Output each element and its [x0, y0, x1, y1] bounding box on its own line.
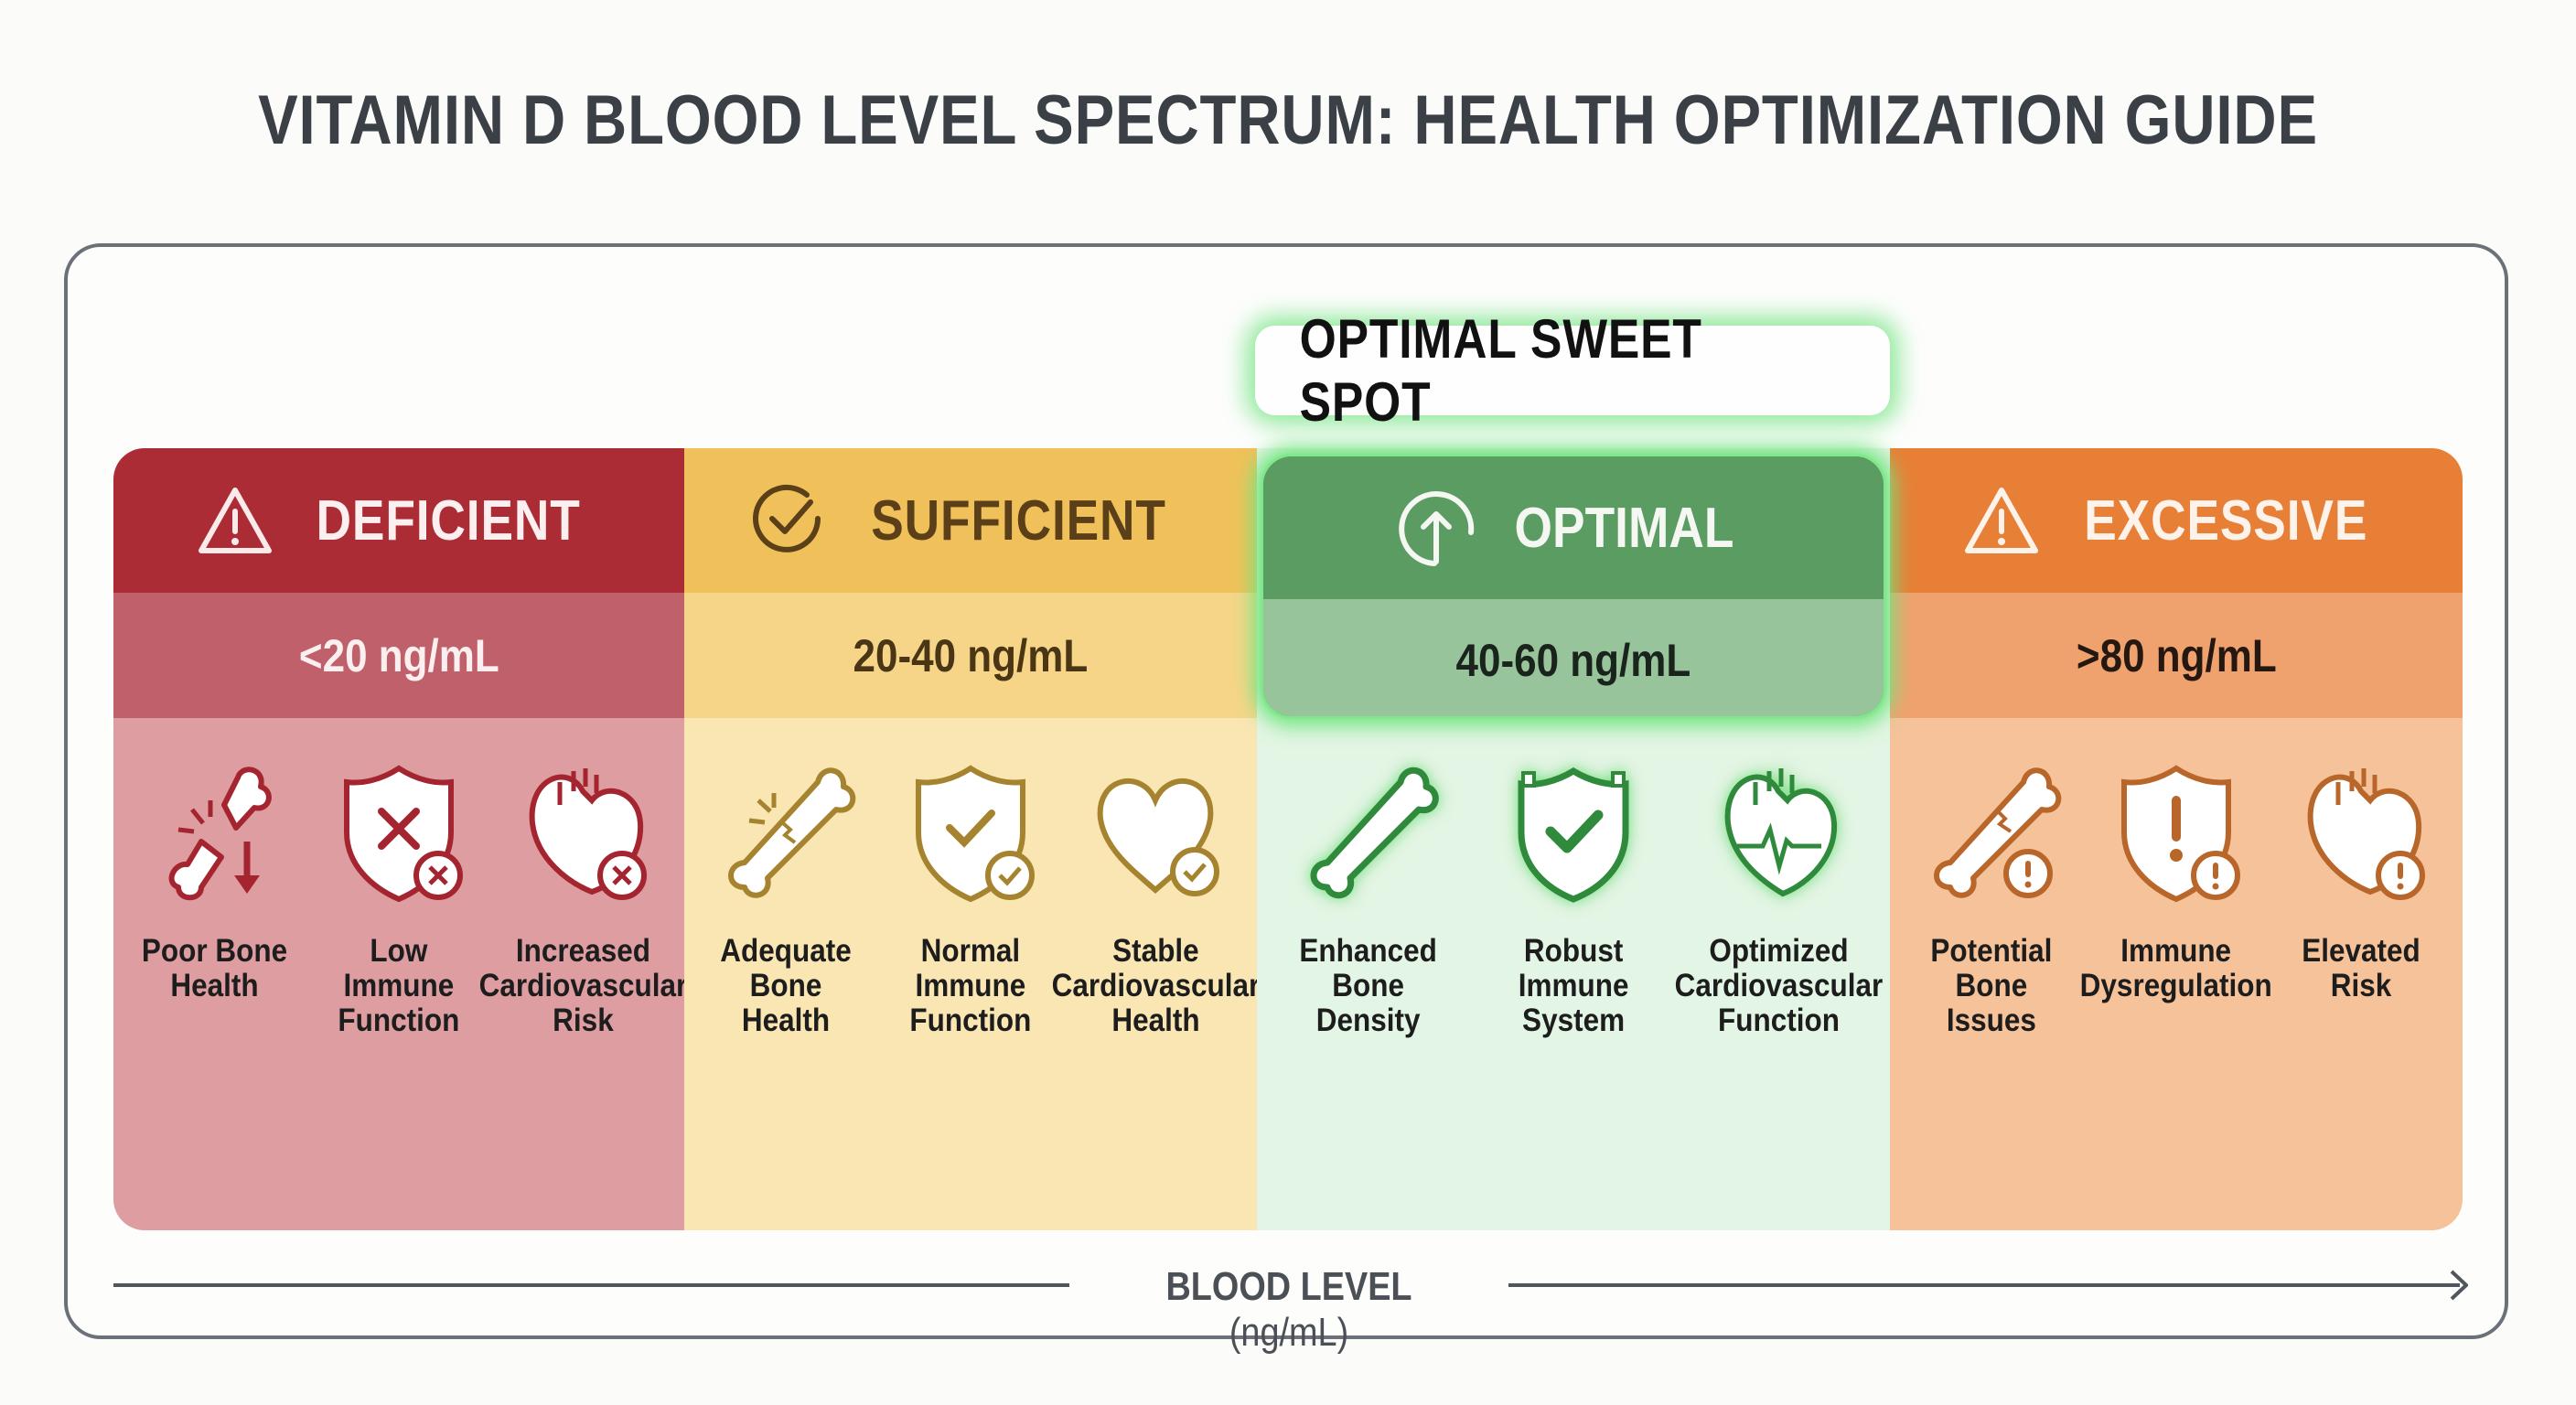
effect-item: Immune Dysregulation	[2080, 755, 2272, 1230]
effect-item: Enhanced Bone Density	[1267, 755, 1470, 1230]
arrow-right-icon	[2450, 1270, 2468, 1301]
effect-label: Enhanced Bone Density	[1299, 933, 1438, 1038]
effect-label: Increased Cardiovascular Risk	[478, 933, 688, 1038]
effect-item: Increased Cardiovascular Risk	[479, 755, 687, 1230]
strong-bone-icon	[1310, 767, 1439, 899]
heart-check-icon	[1097, 778, 1219, 896]
shield-x-icon	[343, 765, 463, 903]
heart-alert-icon	[2307, 768, 2425, 900]
optimal-highlight-box: OPTIMAL 40-60 ng/mL	[1261, 454, 1886, 719]
fortified-shield-check-icon	[1518, 767, 1629, 903]
range-value: 20-40 ng/mL	[853, 629, 1089, 681]
cracked-bone-icon	[728, 767, 856, 898]
effect-label: Optimized Cardiovascular Function	[1674, 933, 1883, 1038]
sweet-spot-label: OPTIMAL SWEET SPOT	[1299, 308, 1702, 433]
axis-label: BLOOD LEVEL (ng/mL)	[1112, 1264, 1466, 1356]
optimal-sweet-spot-badge: OPTIMAL SWEET SPOT	[1255, 308, 1890, 433]
range-value: <20 ng/mL	[298, 629, 499, 681]
heart-pulse-icon	[1724, 768, 1838, 897]
effect-label: Stable Cardiovascular Health	[1051, 933, 1260, 1038]
effect-label: Low Immune Function	[338, 933, 460, 1038]
header-optimal: OPTIMAL	[1263, 456, 1884, 599]
category-label: OPTIMAL	[1514, 496, 1733, 560]
up-arrow-circle-icon	[1398, 491, 1474, 566]
warning-triangle-icon	[198, 488, 272, 553]
axis-label-unit: (ng/mL)	[1229, 1310, 1349, 1355]
effect-label: Potential Bone Issues	[1930, 933, 2053, 1038]
effect-label: Poor Bone Health	[142, 933, 288, 1003]
effect-item: Low Immune Function	[307, 755, 489, 1230]
effect-item: Stable Cardiovascular Health	[1051, 755, 1260, 1230]
range-value: 40-60 ng/mL	[1455, 635, 1691, 686]
check-circle-icon	[753, 484, 821, 552]
effect-item: Elevated Risk	[2270, 755, 2453, 1230]
header-deficient: DEFICIENT	[113, 448, 684, 593]
category-label: SUFFICIENT	[871, 488, 1167, 552]
blood-level-axis: BLOOD LEVEL (ng/mL)	[113, 1264, 2468, 1355]
effect-label: Robust Immune System	[1518, 933, 1629, 1038]
effect-item: Potential Bone Issues	[1900, 755, 2083, 1230]
header-sufficient: SUFFICIENT	[684, 448, 1257, 593]
effect-item: Adequate Bone Health	[694, 755, 877, 1230]
header-excessive: EXCESSIVE	[1890, 448, 2463, 593]
axis-line-right	[1508, 1283, 2460, 1287]
shield-check-icon	[916, 765, 1035, 903]
effect-item: Normal Immune Function	[879, 755, 1062, 1230]
effect-label: Adequate Bone Health	[720, 933, 852, 1038]
page-title: VITAMIN D BLOOD LEVEL SPECTRUM: HEALTH O…	[258, 81, 2318, 159]
category-label: EXCESSIVE	[2083, 488, 2368, 552]
range-value: >80 ng/mL	[2076, 629, 2277, 681]
effect-item: Poor Bone Health	[123, 755, 306, 1230]
column-deficient: DEFICIENT <20 ng/mL Poor Bone Health Low…	[113, 448, 687, 1230]
cracked-bone-alert-icon	[1934, 767, 2062, 898]
heart-x-icon	[530, 768, 648, 900]
effect-label: Elevated Risk	[2302, 933, 2420, 1003]
broken-bone-down-arrow-icon	[168, 767, 272, 901]
column-excessive: EXCESSIVE >80 ng/mL Potential Bone Issue…	[1890, 448, 2463, 1230]
effect-label: Immune Dysregulation	[2079, 933, 2273, 1003]
shield-alert-icon	[2121, 765, 2240, 903]
spectrum-bands: DEFICIENT <20 ng/mL Poor Bone Health Low…	[113, 448, 2463, 1230]
warning-triangle-icon	[1964, 488, 2038, 553]
effect-item: Optimized Cardiovascular Function	[1674, 755, 1883, 1230]
effect-item: Robust Immune System	[1472, 755, 1675, 1230]
axis-line-left	[113, 1283, 1069, 1287]
column-sufficient: SUFFICIENT 20-40 ng/mL Adequate Bone Hea…	[684, 448, 1260, 1230]
axis-label-bold: BLOOD LEVEL	[1165, 1264, 1412, 1309]
effect-label: Normal Immune Function	[909, 933, 1032, 1038]
category-label: DEFICIENT	[316, 488, 581, 552]
